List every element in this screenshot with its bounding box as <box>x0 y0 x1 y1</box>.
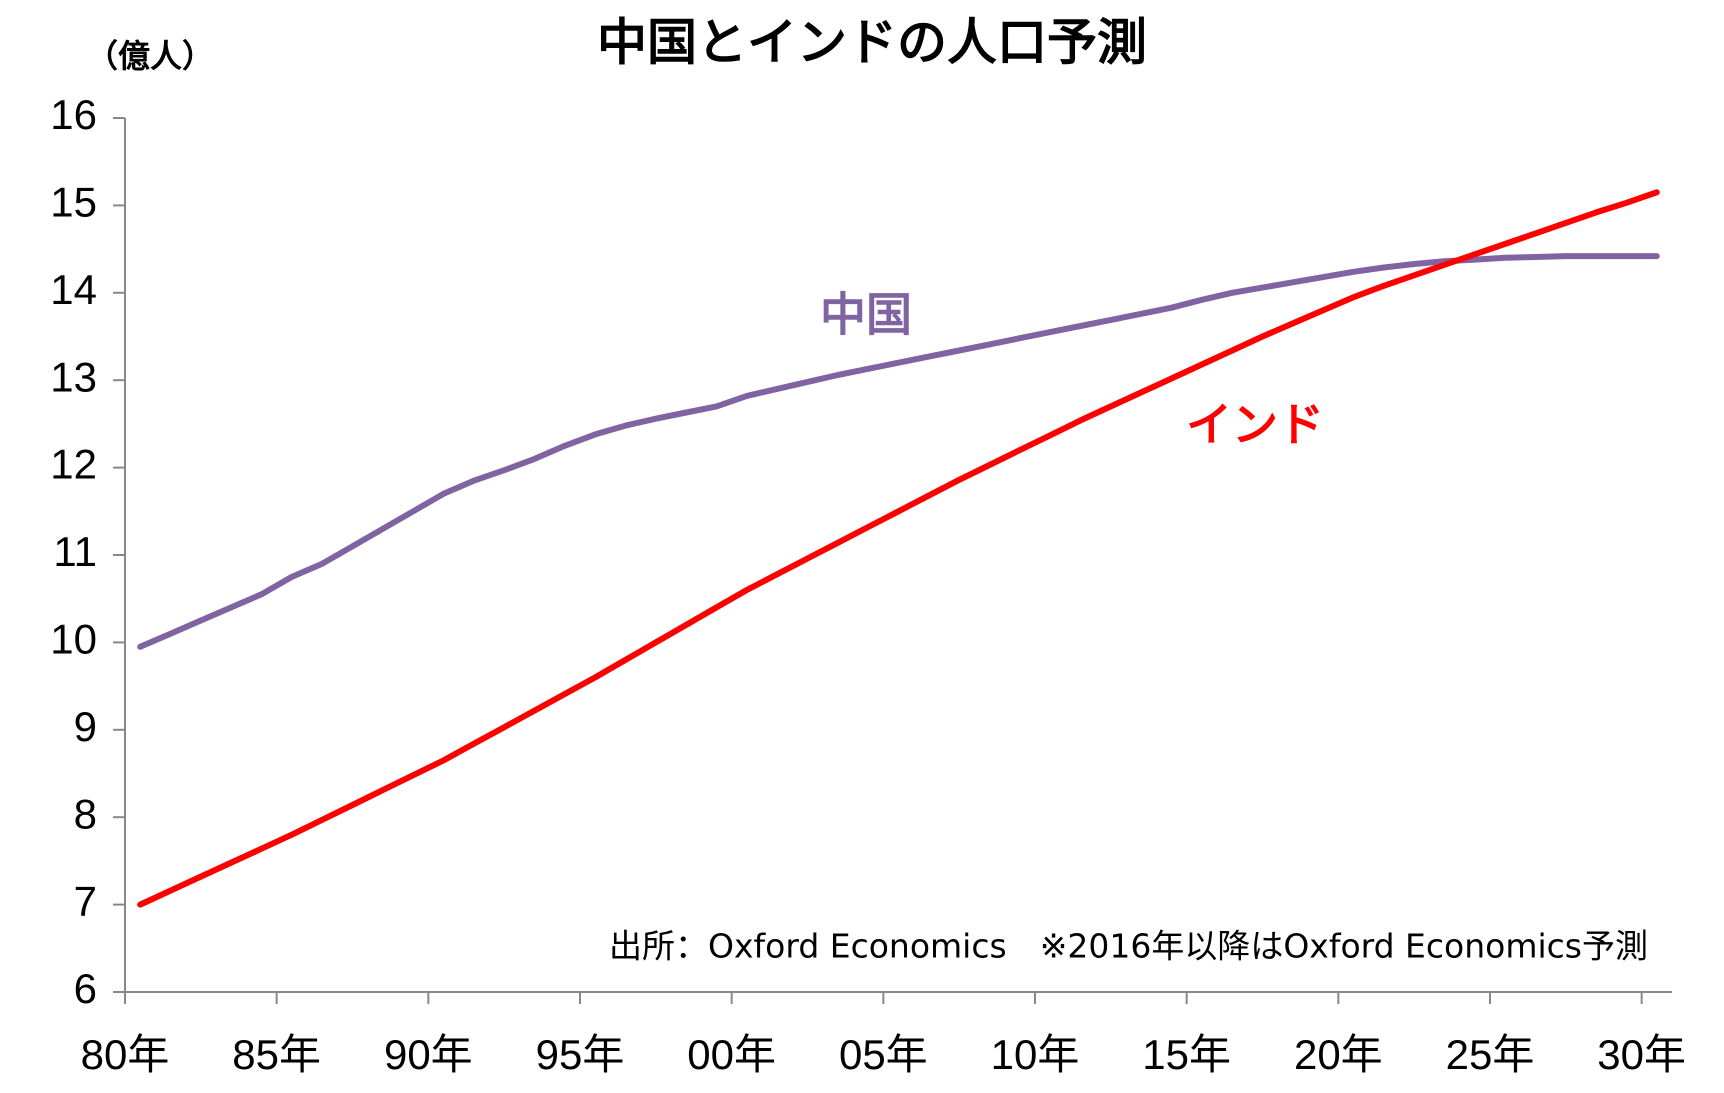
series-line <box>137 253 1660 650</box>
y-tick-label: 6 <box>74 965 97 1012</box>
x-tick-label: 10年 <box>991 1031 1080 1078</box>
x-tick-label: 80年 <box>81 1031 170 1078</box>
x-tick-label: 90年 <box>384 1031 473 1078</box>
y-tick-label: 12 <box>50 441 97 488</box>
series-line <box>137 189 1660 908</box>
x-tick-label: 00年 <box>687 1031 776 1078</box>
y-tick-label: 16 <box>50 91 97 138</box>
x-tick-label: 25年 <box>1446 1031 1535 1078</box>
x-tick-label: 20年 <box>1294 1031 1383 1078</box>
y-tick-label: 15 <box>50 178 97 225</box>
series-label: 中国 <box>820 288 912 342</box>
x-tick-label: 05年 <box>839 1031 928 1078</box>
y-tick-label: 11 <box>53 528 97 575</box>
source-note: 出所：Oxford Economics ※2016年以降はOxford Econ… <box>609 927 1648 966</box>
x-tick-label: 95年 <box>536 1031 625 1078</box>
y-tick-label: 7 <box>74 878 97 925</box>
x-tick-label: 85年 <box>232 1031 321 1078</box>
series-label: インド <box>1186 398 1324 452</box>
x-tick-label: 30年 <box>1597 1031 1686 1078</box>
y-tick-label: 9 <box>74 703 97 750</box>
y-tick-label: 8 <box>74 790 97 837</box>
y-axis-label: （億人） <box>86 37 214 75</box>
y-tick-label: 10 <box>50 615 97 662</box>
y-tick-label: 14 <box>50 266 97 313</box>
x-tick-label: 15年 <box>1142 1031 1231 1078</box>
chart-title: 中国とインドの人口予測 <box>597 14 1147 72</box>
y-tick-label: 13 <box>50 353 97 400</box>
